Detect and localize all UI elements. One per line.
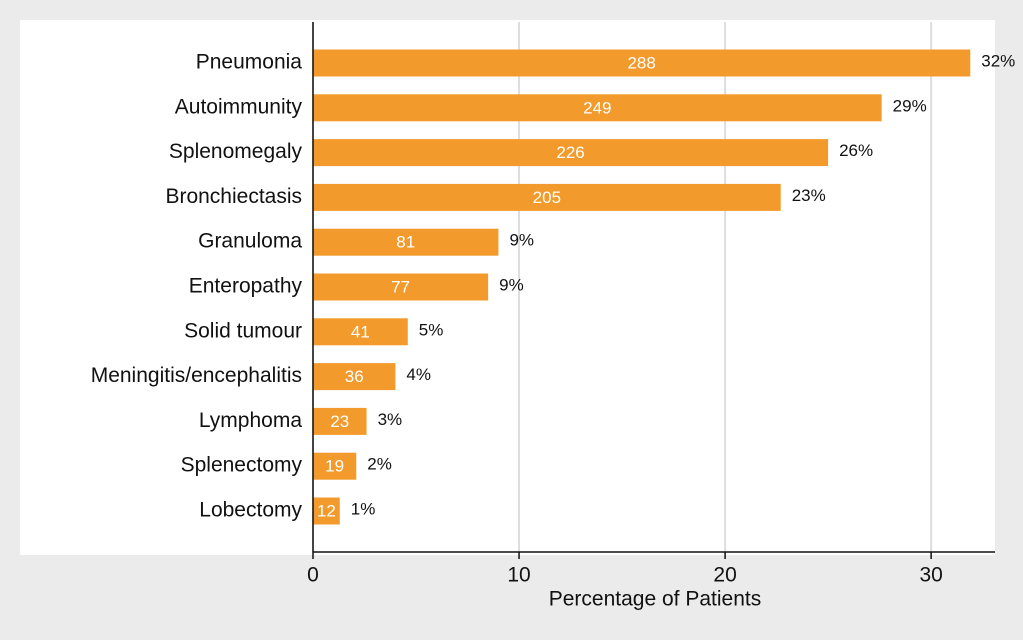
percent-label: 9% (509, 231, 534, 250)
percent-label: 1% (351, 499, 376, 518)
percent-label: 3% (378, 410, 403, 429)
y-tick-label: Splenectomy (181, 454, 303, 477)
count-label: 23 (330, 412, 349, 431)
y-tick-label: Granuloma (198, 230, 302, 253)
count-label: 19 (325, 457, 344, 476)
y-tick-label: Lobectomy (199, 499, 302, 522)
y-tick-label: Autoimmunity (175, 95, 303, 118)
percent-label: 4% (406, 365, 431, 384)
x-tick-label: 20 (713, 564, 736, 587)
y-tick-label: Pneumonia (196, 51, 303, 74)
bar (313, 452, 357, 480)
bar (313, 139, 829, 167)
count-label: 41 (351, 322, 370, 341)
percent-label: 26% (839, 141, 873, 160)
percent-label: 32% (981, 51, 1015, 70)
count-label: 12 (317, 501, 336, 520)
y-tick-label: Splenomegaly (169, 140, 303, 163)
y-tick-label: Lymphoma (199, 409, 302, 432)
count-label: 288 (627, 53, 655, 72)
count-label: 205 (533, 188, 561, 207)
y-tick-label: Enteropathy (189, 275, 303, 298)
bar (313, 183, 781, 211)
x-tick-label: 0 (307, 564, 319, 587)
y-tick-label: Bronchiectasis (165, 185, 302, 208)
count-label: 249 (583, 98, 611, 117)
x-axis-label: Percentage of Patients (549, 588, 761, 611)
bar (313, 497, 340, 525)
y-tick-label: Meningitis/encephalitis (91, 364, 302, 387)
count-label: 36 (345, 367, 364, 386)
bar (313, 49, 971, 77)
percent-label: 29% (893, 96, 927, 115)
percent-label: 9% (499, 275, 524, 294)
x-tick-label: 10 (507, 564, 530, 587)
x-tick-label: 30 (919, 564, 942, 587)
bar (313, 228, 499, 256)
bar (313, 94, 882, 122)
bar (313, 407, 367, 435)
bar (313, 363, 396, 391)
y-tick-label: Solid tumour (184, 319, 302, 342)
bar (313, 273, 489, 301)
count-label: 77 (391, 277, 410, 296)
percent-label: 2% (367, 455, 392, 474)
bar (313, 318, 408, 346)
count-label: 226 (556, 143, 584, 162)
count-label: 81 (396, 233, 415, 252)
percent-label: 23% (792, 186, 826, 205)
percent-label: 5% (419, 320, 444, 339)
